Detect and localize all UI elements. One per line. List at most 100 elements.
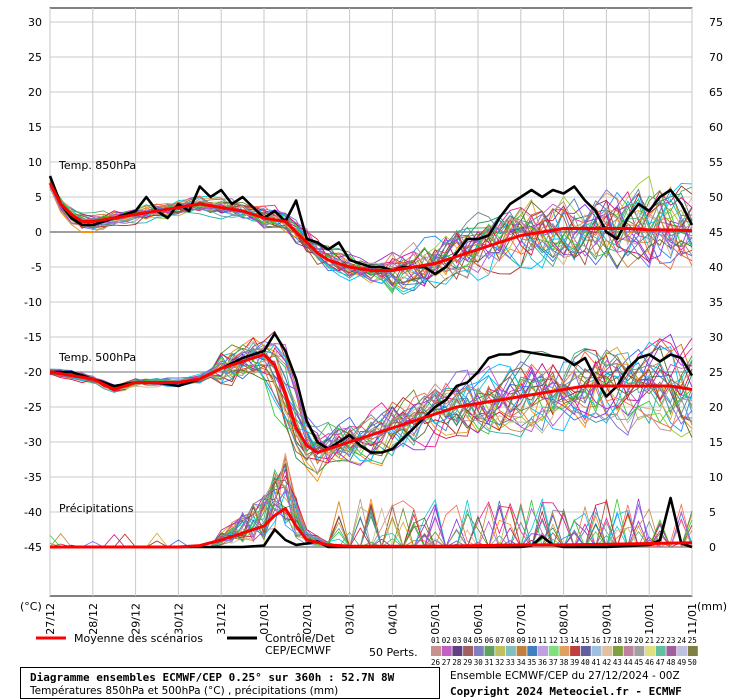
x-tick-label: 01/01 — [258, 603, 271, 635]
right-tick-label: 45 — [709, 226, 723, 239]
right-tick-label: 15 — [709, 436, 723, 449]
pert-swatch — [645, 646, 655, 656]
ensemble-t850-line — [49, 181, 693, 289]
pert-number: 10 — [527, 636, 537, 645]
pert-number: 17 — [602, 636, 611, 645]
x-tick-label: 27/12 — [44, 603, 57, 635]
pert-number: 13 — [559, 636, 568, 645]
ensemble-t500-line — [49, 336, 693, 464]
right-tick-label: 0 — [709, 541, 716, 554]
precip-section-label: Précipitations — [59, 502, 134, 515]
pert-swatch — [548, 646, 559, 656]
ensemble-t500-line — [49, 341, 693, 447]
chart-subtitle: Températures 850hPa et 500hPa (°C) , pré… — [30, 685, 339, 697]
left-tick-label: -10 — [24, 296, 42, 309]
pert-number: 34 — [517, 658, 527, 665]
pert-number: 31 — [485, 658, 494, 665]
pert-number: 02 — [442, 636, 451, 645]
pert-number: 37 — [549, 658, 558, 665]
pert-swatch — [687, 646, 698, 656]
pert-number: 04 — [463, 636, 473, 645]
right-axis-unit: (mm) — [697, 600, 727, 613]
legend-perts-label: 50 Perts. — [369, 646, 418, 659]
pert-swatch — [591, 646, 602, 656]
left-tick-label: -30 — [24, 436, 42, 449]
pert-number: 12 — [549, 636, 558, 645]
x-tick-label: 30/12 — [172, 603, 185, 635]
pert-number: 30 — [474, 658, 484, 665]
pert-number: 47 — [656, 658, 665, 665]
x-tick-label: 02/01 — [301, 603, 314, 635]
pert-number: 44 — [624, 658, 634, 665]
pert-swatch — [473, 646, 484, 656]
left-tick-label: -45 — [24, 541, 42, 554]
x-tick-label: 08/01 — [558, 603, 571, 635]
right-tick-label: 50 — [709, 191, 723, 204]
pert-number: 43 — [613, 658, 622, 665]
pert-swatch — [505, 646, 516, 656]
pert-number: 42 — [602, 658, 611, 665]
pert-number: 14 — [570, 636, 580, 645]
left-tick-label: 15 — [28, 121, 42, 134]
pert-swatch — [516, 646, 527, 656]
pert-swatch — [666, 646, 677, 656]
pert-number: 22 — [656, 636, 665, 645]
pert-number: 05 — [474, 636, 483, 645]
pert-swatch — [431, 646, 441, 656]
pert-number: 20 — [634, 636, 644, 645]
x-tick-label: 11/01 — [686, 603, 699, 635]
pert-number: 25 — [688, 636, 697, 645]
pert-number: 48 — [666, 658, 676, 665]
x-tick-label: 31/12 — [215, 603, 228, 635]
mean-precip-line — [50, 507, 693, 549]
pert-swatch — [452, 646, 463, 656]
x-tick-label: 07/01 — [515, 603, 528, 635]
right-tick-label: 70 — [709, 51, 723, 64]
right-tick-label: 30 — [709, 331, 723, 344]
right-tick-label: 60 — [709, 121, 723, 134]
main-series — [48, 175, 694, 549]
pert-number: 45 — [634, 658, 643, 665]
pert-number: 50 — [688, 658, 698, 665]
pert-number: 11 — [538, 636, 547, 645]
ensemble-t500-line — [49, 341, 693, 462]
right-tick-label: 65 — [709, 86, 723, 99]
pert-swatch — [463, 646, 474, 656]
pert-swatch — [677, 646, 688, 656]
right-tick-label: 5 — [709, 506, 716, 519]
x-tick-label: 03/01 — [344, 603, 357, 635]
pert-swatch — [570, 646, 581, 656]
left-tick-label: -20 — [24, 366, 42, 379]
pert-swatch — [612, 646, 623, 656]
pert-number: 26 — [431, 658, 441, 665]
left-tick-label: -40 — [24, 506, 42, 519]
right-tick-label: 40 — [709, 261, 723, 274]
legend-mean-label: Moyenne des scénarios — [74, 632, 203, 645]
left-tick-label: 30 — [28, 16, 42, 29]
pert-number: 19 — [624, 636, 633, 645]
pert-swatch — [655, 646, 666, 656]
x-axis-ticks: 27/12 28/12 29/12 30/12 31/12 01/01 02/01 03/01… — [44, 603, 699, 635]
pert-number: 16 — [592, 636, 602, 645]
right-tick-label: 75 — [709, 16, 723, 29]
left-tick-label: 20 — [28, 86, 42, 99]
pert-number: 08 — [506, 636, 516, 645]
right-tick-label: 35 — [709, 296, 723, 309]
pert-swatch — [484, 646, 495, 656]
mean-t500-line — [49, 353, 693, 454]
pert-number: 03 — [452, 636, 461, 645]
pert-swatch — [623, 646, 634, 656]
right-tick-label: 10 — [709, 471, 723, 484]
pert-number: 33 — [506, 658, 515, 665]
pert-number: 09 — [517, 636, 526, 645]
pert-swatch — [559, 646, 570, 656]
chart-title: Diagramme ensembles ECMWF/CEP 0.25° sur … — [30, 671, 395, 684]
pert-number: 18 — [613, 636, 623, 645]
pert-number: 01 — [431, 636, 440, 645]
left-tick-label: -15 — [24, 331, 42, 344]
right-tick-label: 55 — [709, 156, 723, 169]
x-tick-label: 10/01 — [643, 603, 656, 635]
x-tick-label: 29/12 — [130, 603, 143, 635]
x-tick-label: 09/01 — [600, 603, 613, 635]
pert-swatch — [580, 646, 591, 656]
